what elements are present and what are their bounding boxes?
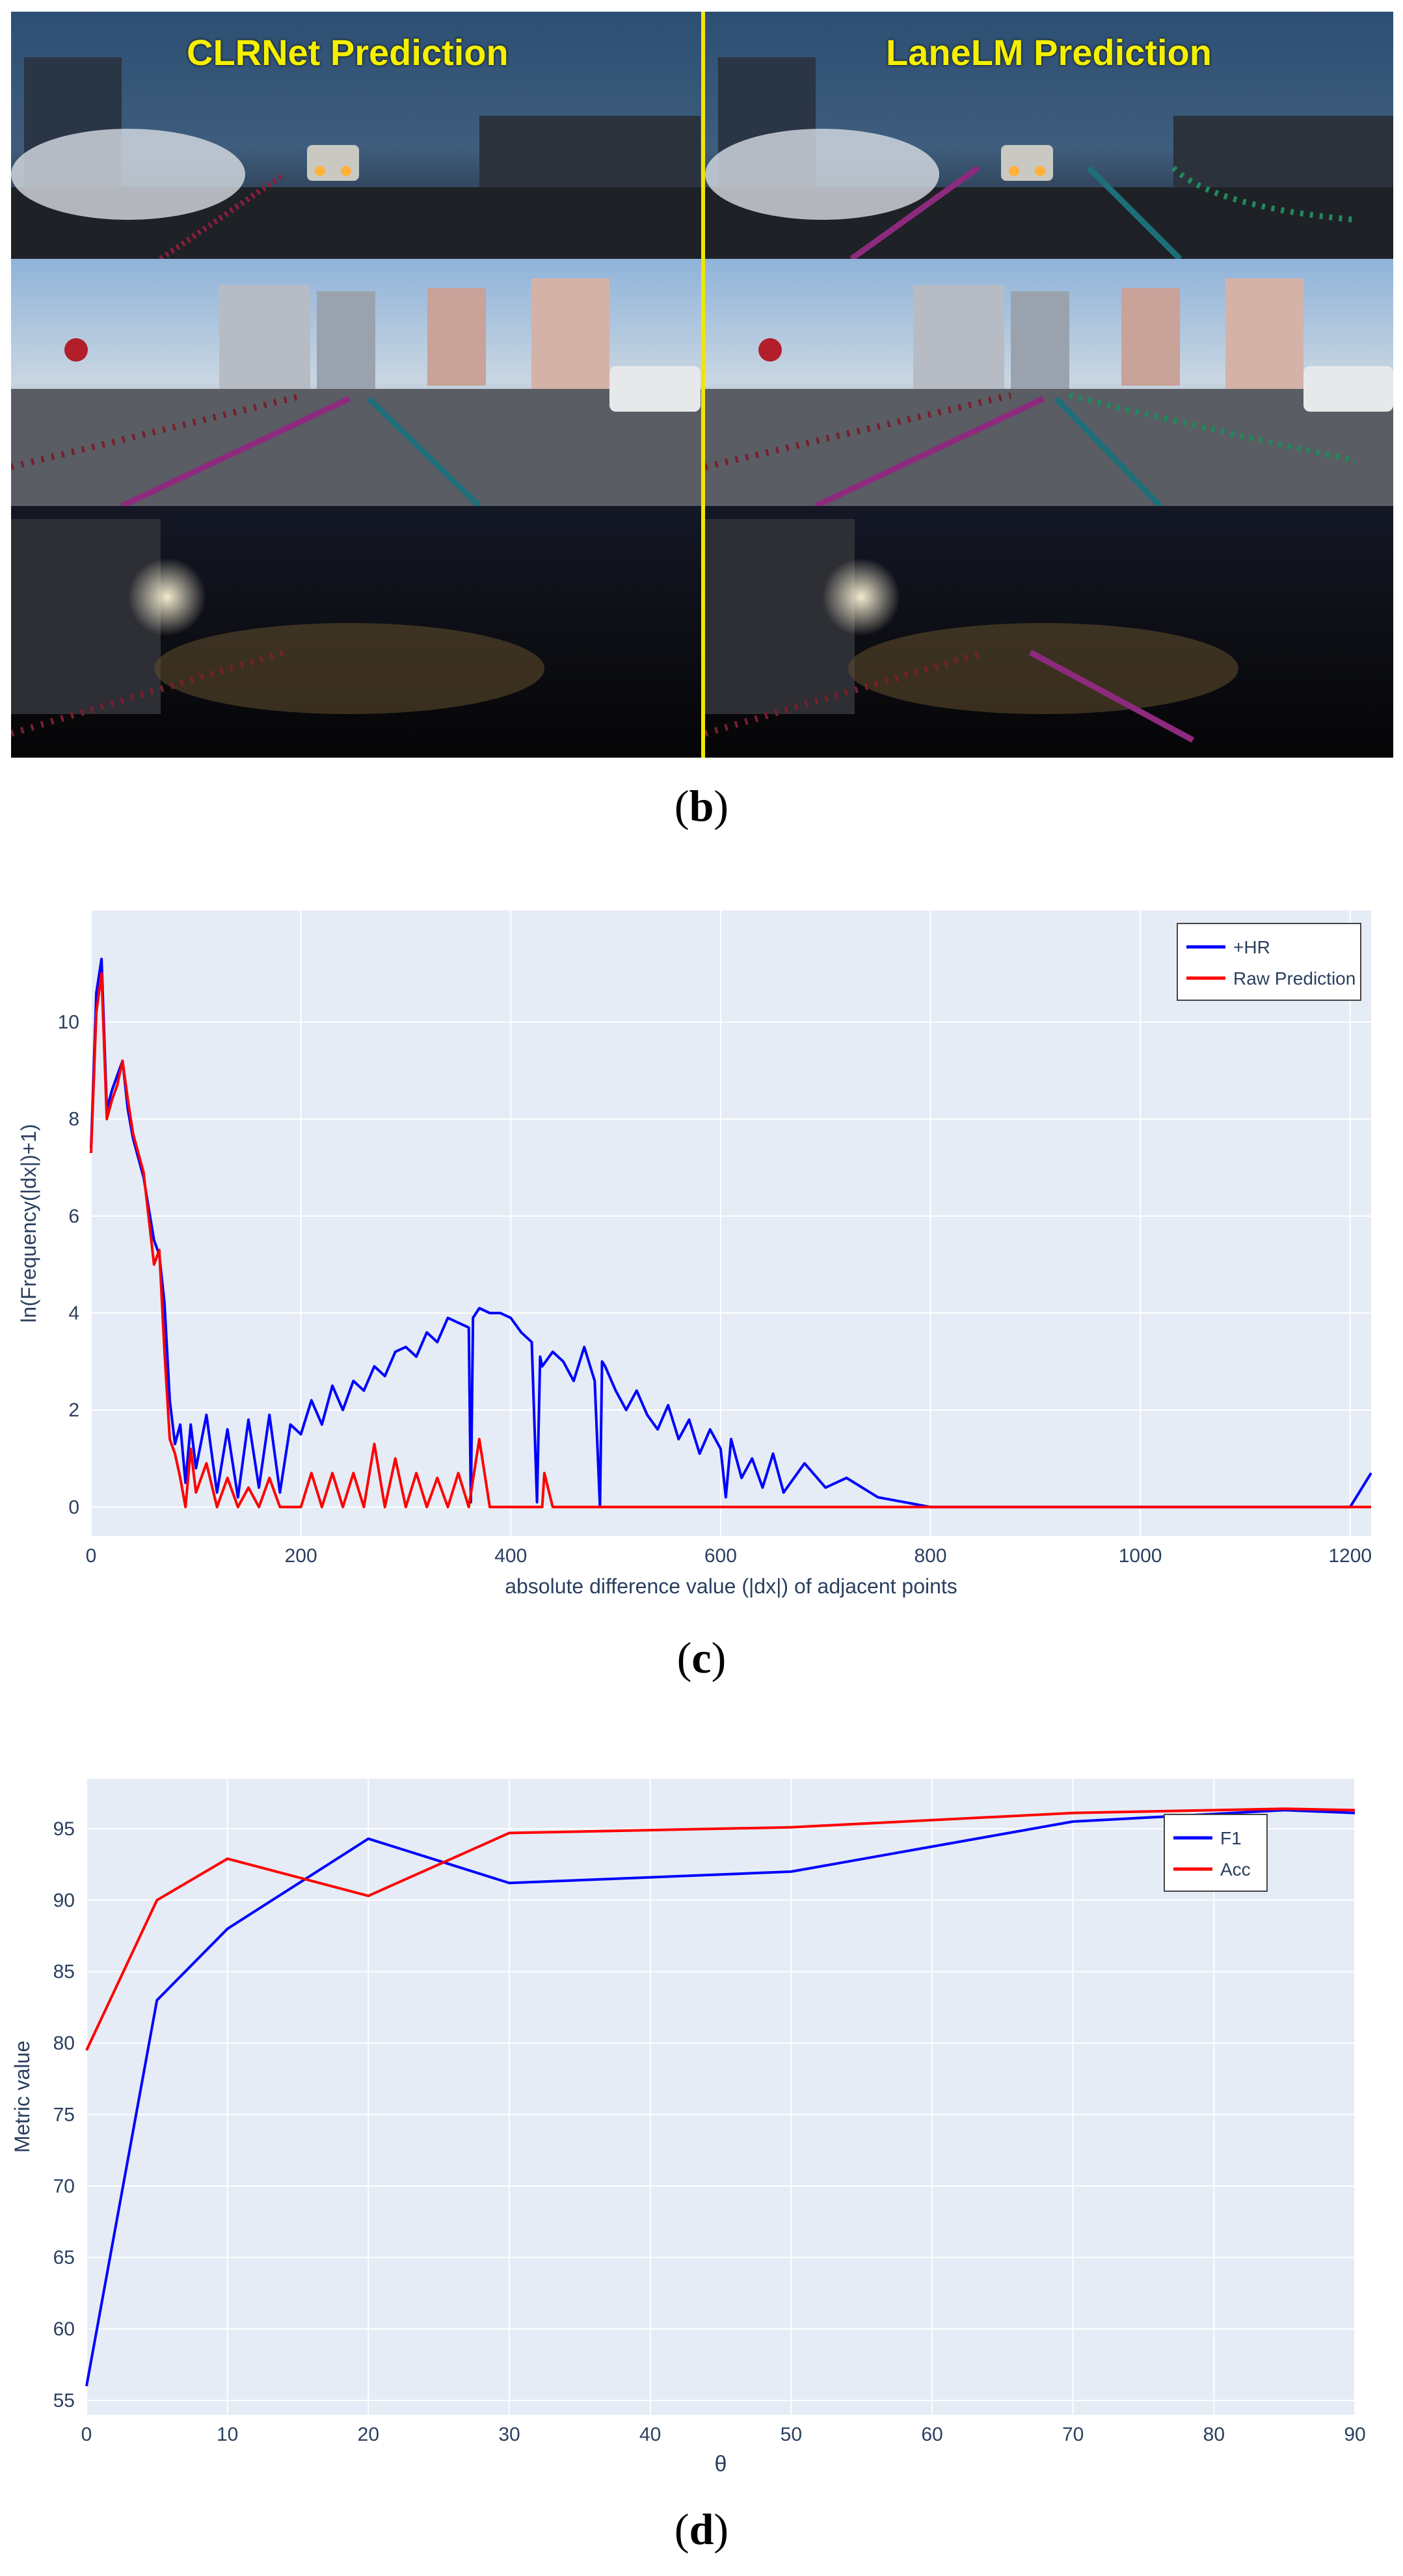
- legend-box: [1177, 923, 1361, 1001]
- x-tick-label: 600: [704, 1545, 737, 1567]
- y-tick-label: 70: [53, 2175, 75, 2197]
- lanelm-title: LaneLM Prediction: [886, 32, 1212, 73]
- y-tick-label: 8: [68, 1109, 79, 1130]
- x-tick-label: 0: [81, 2424, 92, 2445]
- clrnet-column: [10, 12, 701, 758]
- clrnet-title: CLRNet Prediction: [187, 32, 509, 73]
- x-tick-label: 80: [1203, 2424, 1225, 2445]
- y-tick-label: 2: [68, 1400, 79, 1421]
- y-tick-label: 55: [53, 2390, 75, 2411]
- column-divider: [701, 12, 705, 758]
- y-tick-label: 65: [53, 2247, 75, 2268]
- x-tick-label: 30: [498, 2424, 520, 2445]
- x-tick-label: 200: [285, 1545, 317, 1567]
- caption-b: (b): [674, 781, 729, 830]
- y-tick-label: 90: [53, 1890, 75, 1911]
- y-tick-label: 4: [68, 1303, 79, 1324]
- x-tick-label: 800: [914, 1545, 946, 1567]
- legend-label: +HR: [1233, 937, 1270, 957]
- y-tick-label: 6: [68, 1206, 79, 1227]
- y-tick-label: 0: [68, 1496, 79, 1518]
- legend-label: Raw Prediction: [1233, 968, 1356, 989]
- x-axis-label: absolute difference value (|dx|) of adja…: [505, 1574, 957, 1598]
- y-tick-label: 75: [53, 2104, 75, 2125]
- plot-area: [91, 910, 1371, 1536]
- caption-d-letter: d: [689, 2504, 714, 2554]
- caption-c-letter: c: [691, 1633, 712, 1682]
- series-line-0: [90, 957, 1372, 1509]
- y-tick-label: 60: [53, 2318, 75, 2340]
- lanelm-column: [704, 12, 1393, 758]
- x-tick-label: 0: [86, 1545, 97, 1567]
- x-axis-label: θ: [715, 2452, 727, 2476]
- frequency-chart: 0 200 400 600 800 1000 1200 0 2 4 6 8 10 absolute di…: [17, 910, 1372, 1598]
- x-tick-label: 10: [217, 2424, 238, 2445]
- caption-d: (d): [674, 2504, 729, 2554]
- series-lines: [90, 957, 1372, 1509]
- lane-prediction-photo-grid: CLRNet Prediction LaneLM Prediction: [10, 12, 1393, 758]
- legend: F1 Acc: [1164, 1814, 1268, 1892]
- y-tick-label: 85: [53, 1961, 75, 1983]
- x-tick-label: 90: [1344, 2424, 1365, 2445]
- legend: +HR Raw Prediction: [1177, 923, 1361, 1001]
- x-tick-label: 1000: [1119, 1545, 1162, 1567]
- legend-label: F1: [1220, 1828, 1242, 1848]
- caption-c: (c): [676, 1633, 727, 1682]
- x-tick-label: 20: [358, 2424, 379, 2445]
- x-tick-label: 60: [921, 2424, 942, 2445]
- caption-b-letter: b: [689, 781, 714, 830]
- x-tick-label: 70: [1062, 2424, 1084, 2445]
- y-tick-label: 95: [53, 1818, 75, 1840]
- x-tick-label: 400: [494, 1545, 527, 1567]
- x-tick-label: 40: [639, 2424, 661, 2445]
- tick-labels: 0 10 20 30 40 50 60 70 80 90 55 60 65 70 75 80 85 90 95: [53, 1818, 1366, 2445]
- x-tick-label: 1200: [1328, 1545, 1372, 1567]
- tick-labels: 0 200 400 600 800 1000 1200 0 2 4 6 8 10: [58, 1012, 1372, 1567]
- y-axis-label: Metric value: [10, 2041, 34, 2153]
- lane-photo-illustration: [10, 12, 1393, 758]
- legend-label: Acc: [1220, 1859, 1251, 1879]
- y-tick-label: 80: [53, 2033, 75, 2054]
- series-line-1: [85, 1807, 1356, 2051]
- series-line-1: [90, 972, 1371, 1509]
- y-axis-label: ln(Frequency(|dx|)+1): [17, 1124, 40, 1323]
- legend-box: [1164, 1814, 1268, 1892]
- y-tick-label: 10: [58, 1012, 79, 1033]
- x-tick-label: 50: [781, 2424, 802, 2445]
